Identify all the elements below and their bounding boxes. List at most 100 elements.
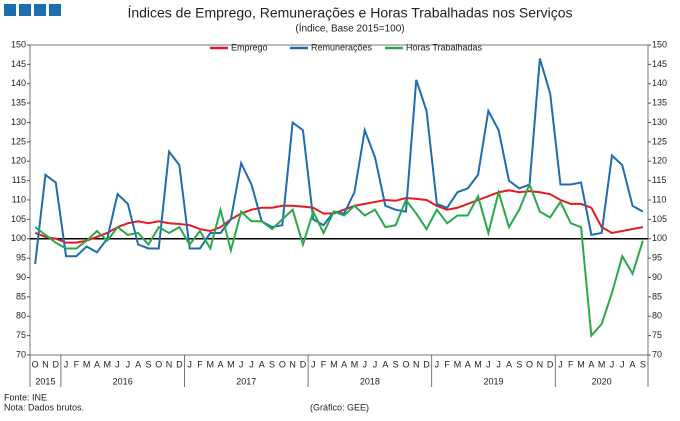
y-tick-label: 125 — [11, 136, 26, 146]
x-tick-label: M — [227, 359, 235, 369]
y2-tick-label: 90 — [652, 272, 662, 282]
x-tick-label: M — [104, 359, 112, 369]
x-tick-label: D — [176, 359, 183, 369]
year-label: 2017 — [236, 376, 256, 386]
x-tick-label: J — [115, 359, 120, 369]
y2-tick-label: 120 — [652, 156, 667, 166]
x-tick-label: J — [496, 359, 501, 369]
y-tick-label: 140 — [11, 78, 26, 88]
x-tick-label: D — [300, 359, 307, 369]
x-tick-label: O — [32, 359, 39, 369]
y2-tick-label: 135 — [652, 98, 667, 108]
x-tick-label: A — [341, 359, 347, 369]
x-tick-label: S — [145, 359, 151, 369]
x-tick-label: F — [74, 359, 80, 369]
legend-label: Horas Trabalhadas — [406, 42, 483, 52]
x-tick-label: M — [351, 359, 359, 369]
year-label: 2018 — [360, 376, 380, 386]
x-tick-label: M — [454, 359, 462, 369]
x-tick-label: J — [363, 359, 368, 369]
y2-tick-label: 145 — [652, 59, 667, 69]
y2-tick-label: 75 — [652, 330, 662, 340]
x-tick-label: A — [588, 359, 594, 369]
x-tick-label: J — [435, 359, 440, 369]
x-tick-label: A — [382, 359, 388, 369]
chart-title: Índices de Emprego, Remunerações e Horas… — [127, 5, 572, 21]
x-tick-label: J — [486, 359, 491, 369]
x-tick-label: J — [373, 359, 378, 369]
chart-subtitle: (Índice, Base 2015=100) — [295, 22, 404, 35]
y-tick-label: 105 — [11, 214, 26, 224]
x-tick-label: J — [311, 359, 316, 369]
x-tick-label: D — [423, 359, 430, 369]
y2-tick-label: 85 — [652, 291, 662, 301]
x-tick-label: O — [279, 359, 286, 369]
x-tick-label: S — [269, 359, 275, 369]
x-tick-label: N — [537, 359, 544, 369]
y2-tick-label: 70 — [652, 349, 662, 359]
x-tick-label: A — [465, 359, 471, 369]
y-tick-label: 75 — [16, 330, 26, 340]
x-tick-label: M — [577, 359, 585, 369]
y2-tick-label: 140 — [652, 78, 667, 88]
x-tick-label: N — [166, 359, 173, 369]
x-tick-label: A — [630, 359, 636, 369]
x-tick-label: A — [94, 359, 100, 369]
y-tick-label: 90 — [16, 272, 26, 282]
x-tick-label: F — [444, 359, 450, 369]
logo — [4, 4, 61, 16]
y2-tick-label: 110 — [652, 194, 666, 204]
y2-tick-label: 125 — [652, 136, 667, 146]
y-tick-label: 135 — [11, 98, 26, 108]
x-tick-label: D — [547, 359, 554, 369]
series-line — [34, 181, 644, 339]
x-tick-label: J — [558, 359, 563, 369]
y-tick-label: 115 — [12, 175, 26, 185]
y-tick-label: 145 — [11, 59, 26, 69]
y-tick-label: 95 — [16, 253, 26, 263]
x-tick-label: F — [568, 359, 574, 369]
y2-tick-label: 80 — [652, 311, 662, 321]
y2-tick-label: 130 — [652, 117, 667, 127]
x-tick-label: M — [598, 359, 606, 369]
x-tick-label: J — [64, 359, 69, 369]
x-tick-label: M — [83, 359, 91, 369]
y-tick-label: 85 — [16, 291, 26, 301]
y-tick-label: 80 — [16, 311, 26, 321]
y2-tick-label: 100 — [652, 233, 667, 243]
y2-tick-label: 150 — [652, 39, 667, 49]
x-tick-label: J — [610, 359, 615, 369]
x-tick-label: O — [402, 359, 409, 369]
x-tick-label: J — [187, 359, 192, 369]
x-tick-label: A — [218, 359, 224, 369]
credit: (Gráfico: GEE) — [310, 402, 369, 412]
x-tick-label: F — [321, 359, 327, 369]
legend-label: Remunerações — [311, 42, 373, 52]
source: Fonte: INE — [4, 392, 47, 402]
x-tick-label: M — [330, 359, 338, 369]
x-tick-label: N — [42, 359, 49, 369]
x-tick-label: N — [289, 359, 296, 369]
x-tick-label: D — [53, 359, 60, 369]
x-tick-label: N — [413, 359, 420, 369]
x-tick-label: M — [207, 359, 215, 369]
x-tick-label: O — [526, 359, 533, 369]
y-tick-label: 100 — [11, 233, 26, 243]
y-tick-label: 150 — [11, 39, 26, 49]
x-tick-label: A — [135, 359, 141, 369]
x-tick-label: A — [506, 359, 512, 369]
y-tick-label: 70 — [16, 349, 26, 359]
x-tick-label: J — [126, 359, 131, 369]
x-tick-label: M — [474, 359, 482, 369]
x-tick-label: J — [620, 359, 625, 369]
y-tick-label: 120 — [11, 156, 26, 166]
year-label: 2016 — [113, 376, 133, 386]
year-label: 2019 — [483, 376, 503, 386]
x-tick-label: J — [239, 359, 244, 369]
x-tick-label: S — [640, 359, 646, 369]
year-label: 2020 — [592, 376, 612, 386]
x-tick-label: O — [155, 359, 162, 369]
legend-label: Emprego — [231, 42, 268, 52]
year-label: 2015 — [35, 376, 55, 386]
